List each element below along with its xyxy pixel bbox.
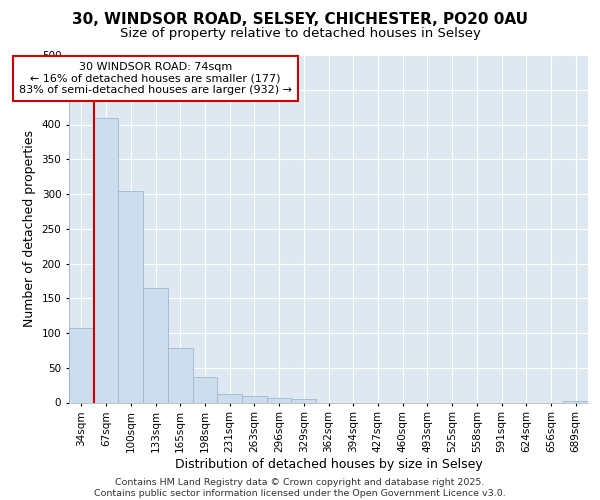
Text: Contains HM Land Registry data © Crown copyright and database right 2025.
Contai: Contains HM Land Registry data © Crown c… xyxy=(94,478,506,498)
Bar xyxy=(563,401,588,402)
Bar xyxy=(217,394,242,402)
Y-axis label: Number of detached properties: Number of detached properties xyxy=(23,130,36,327)
Bar xyxy=(242,396,267,402)
Text: 30, WINDSOR ROAD, SELSEY, CHICHESTER, PO20 0AU: 30, WINDSOR ROAD, SELSEY, CHICHESTER, PO… xyxy=(72,12,528,28)
Text: 30 WINDSOR ROAD: 74sqm
← 16% of detached houses are smaller (177)
83% of semi-de: 30 WINDSOR ROAD: 74sqm ← 16% of detached… xyxy=(19,62,292,95)
Bar xyxy=(292,399,316,402)
Bar xyxy=(94,118,118,403)
Bar xyxy=(168,348,193,403)
Bar xyxy=(267,398,292,402)
Bar xyxy=(118,190,143,402)
Text: Size of property relative to detached houses in Selsey: Size of property relative to detached ho… xyxy=(119,28,481,40)
Bar xyxy=(193,378,217,402)
Bar xyxy=(143,288,168,403)
X-axis label: Distribution of detached houses by size in Selsey: Distribution of detached houses by size … xyxy=(175,458,482,471)
Bar xyxy=(69,328,94,402)
